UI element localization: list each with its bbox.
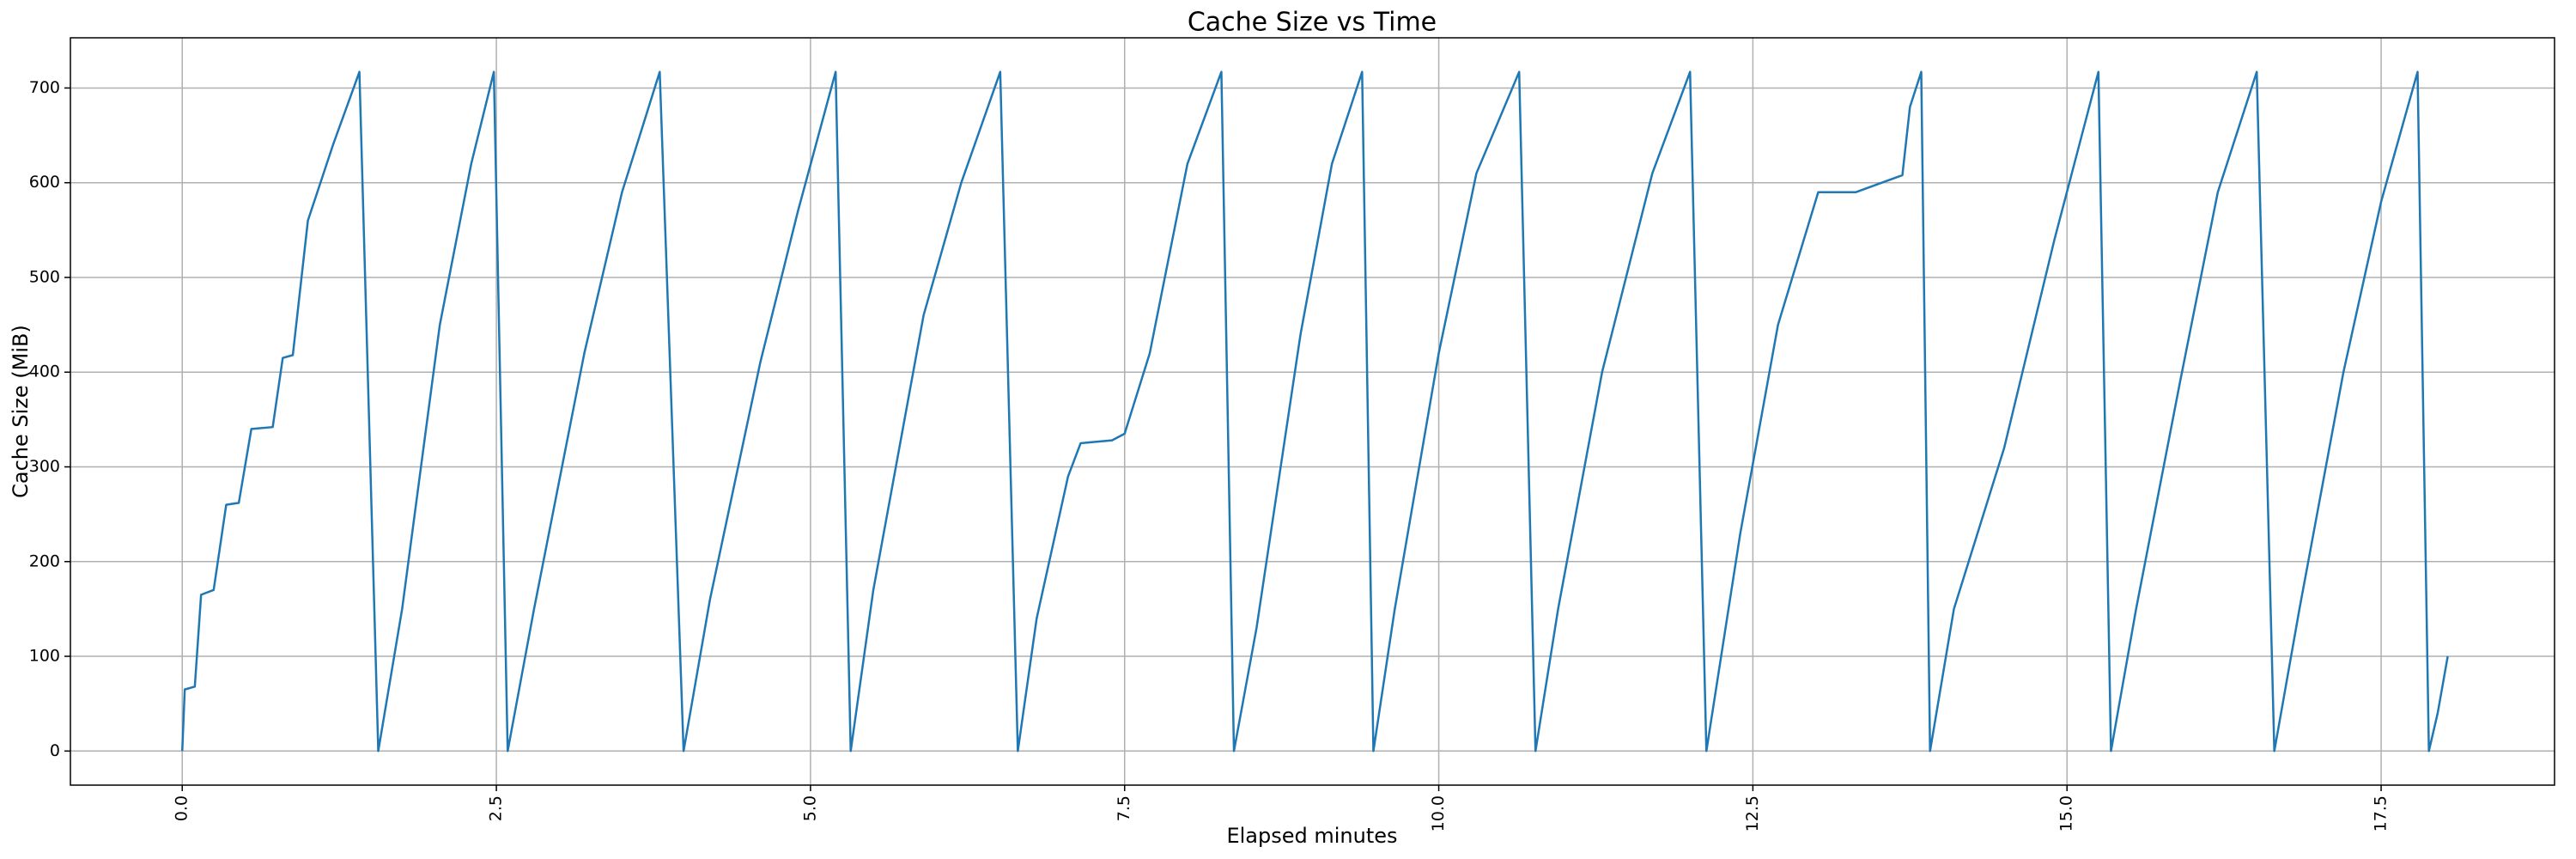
y-tick-label: 600	[29, 173, 60, 192]
y-tick-label: 400	[29, 362, 60, 381]
x-tick-label: 5.0	[800, 795, 819, 821]
x-tick-label: 10.0	[1429, 795, 1448, 832]
x-tick-label: 12.5	[1743, 795, 1762, 832]
y-tick-label: 100	[29, 647, 60, 666]
x-axis-label: Elapsed minutes	[1226, 824, 1397, 848]
x-tick-label: 15.0	[2057, 795, 2076, 832]
y-axis-label: Cache Size (MiB)	[9, 325, 33, 498]
y-tick-label: 300	[29, 457, 60, 476]
y-tick-label: 700	[29, 78, 60, 97]
y-tick-label: 0	[50, 741, 60, 760]
plot-frame	[70, 37, 2555, 786]
x-tick-label: 2.5	[487, 795, 506, 821]
data-line	[180, 70, 2449, 752]
x-tick-label: 0.0	[173, 795, 191, 821]
y-tick-label: 200	[29, 551, 60, 570]
y-tick-label: 500	[29, 267, 60, 286]
x-tick-label: 17.5	[2372, 795, 2391, 832]
x-tick-label: 7.5	[1115, 795, 1133, 821]
chart-title: Cache Size vs Time	[1188, 8, 1437, 38]
